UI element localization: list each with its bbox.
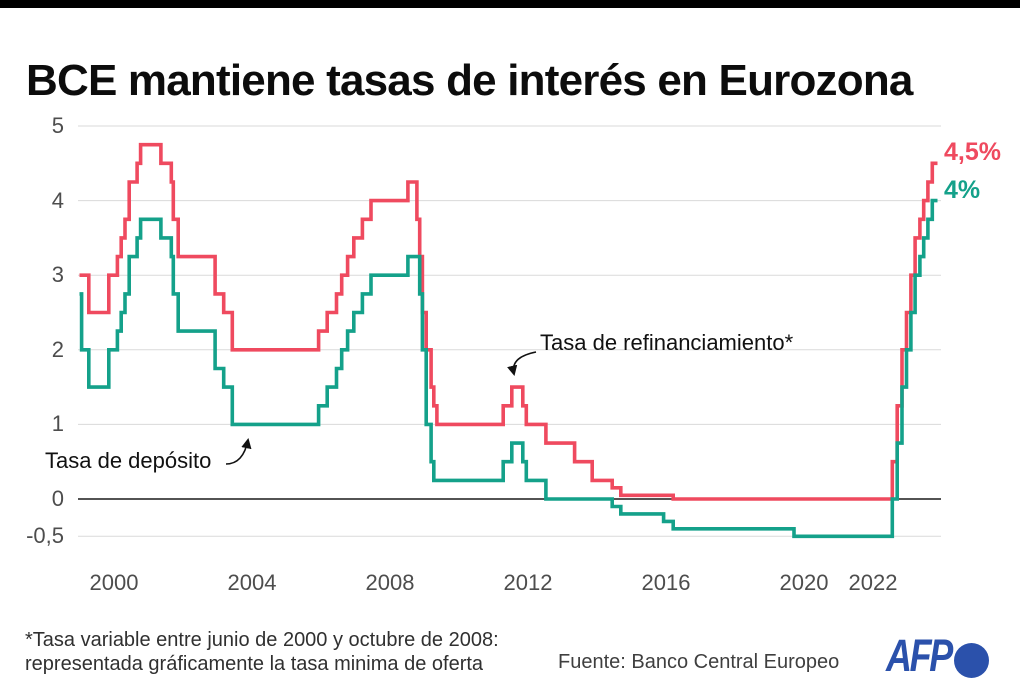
y-tick-label: 0 <box>51 486 64 511</box>
refinancing-rate-line <box>79 142 938 501</box>
afp-logo: AFP <box>886 633 992 680</box>
source-credit: Fuente: Banco Central Europeo <box>558 651 840 673</box>
y-tick-label: 2 <box>51 336 64 362</box>
x-tick-label: 2004 <box>227 570 277 595</box>
footnote-line-2: representada gráficamente la tasa minima… <box>25 653 484 675</box>
x-tick-label: 2000 <box>89 570 139 595</box>
y-tick-label: 4 <box>51 187 64 213</box>
afp-logo-circle-icon <box>954 643 989 678</box>
refinancing-rate-label: Tasa de refinanciamiento* <box>540 330 794 355</box>
x-tick-label: 2012 <box>503 570 553 595</box>
deposit-rate-label: Tasa de depósito <box>45 448 212 473</box>
y-tick-label: -0,5 <box>26 523 64 549</box>
x-tick-label: 2016 <box>641 570 691 595</box>
chart-title: BCE mantiene tasas de interés en Eurozon… <box>26 56 913 106</box>
x-tick-label: 2022 <box>848 570 898 595</box>
footnote-line-1: *Tasa variable entre junio de 2000 y oct… <box>25 629 499 651</box>
x-tick-label: 2008 <box>365 570 415 595</box>
y-tick-label: 5 <box>51 113 64 138</box>
y-tick-label: 3 <box>51 262 64 288</box>
deposit-rate-end-value: 4% <box>944 176 981 204</box>
footnote: *Tasa variable entre junio de 2000 y oct… <box>25 628 499 676</box>
afp-logo-text: AFP <box>886 630 953 681</box>
refinancing-rate-end-value: 4,5% <box>944 138 1001 166</box>
top-rule <box>0 0 1020 8</box>
deposit-rate-line <box>79 198 938 539</box>
refinancing-annotation-arrow <box>507 351 537 377</box>
x-tick-label: 2020 <box>779 570 829 595</box>
y-tick-label: 1 <box>51 411 64 437</box>
deposit-annotation-arrow <box>225 437 252 465</box>
